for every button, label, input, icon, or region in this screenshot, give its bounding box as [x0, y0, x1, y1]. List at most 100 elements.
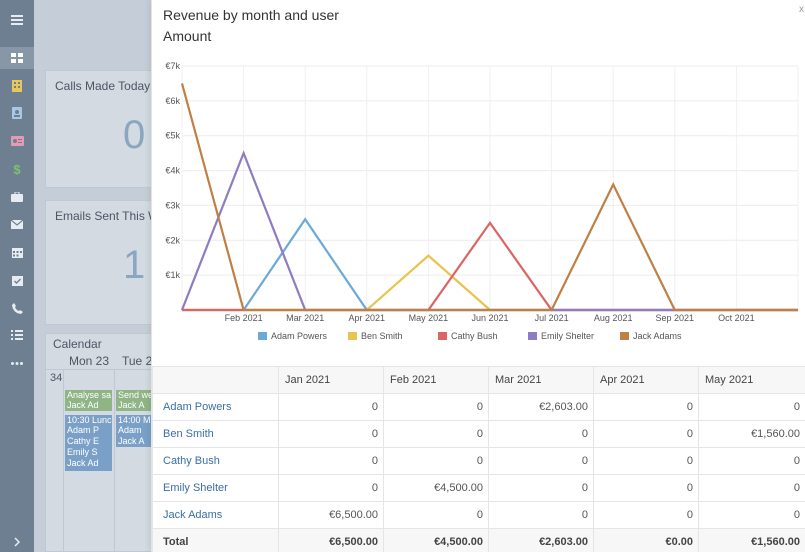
table-row: Emily Shelter 0 €4,500.00 0 0 0 — [152, 474, 805, 502]
nav-item-contact[interactable] — [0, 102, 34, 124]
legend-swatch — [348, 332, 357, 340]
calendar-event[interactable]: Send we — [116, 390, 152, 400]
modal-title: Revenue by month and user — [163, 7, 339, 23]
table-row: Jack Adams €6,500.00 0 0 0 0 — [152, 501, 805, 529]
calendar-event[interactable]: 14:00 M — [116, 415, 152, 425]
calendar-event[interactable]: Cathy E — [65, 436, 112, 447]
nav-item-calendar[interactable] — [0, 241, 34, 263]
nav-rail: $ — [0, 0, 34, 552]
emails-sent-widget: Emails Sent This W 1 — [45, 200, 165, 325]
table-header-cell: Jan 2021 — [278, 366, 384, 394]
user-name-link[interactable]: Adam Powers — [152, 393, 279, 421]
calendar-grid — [46, 369, 186, 552]
table-cell: €0.00 — [593, 528, 699, 552]
nav-item-id-card[interactable] — [0, 130, 34, 152]
table-cell: 0 — [488, 474, 594, 502]
calls-made-title: Calls Made Today — [55, 79, 151, 93]
nav-item-dollar[interactable]: $ — [0, 158, 34, 180]
calls-made-value: 0 — [123, 113, 146, 157]
legend-swatch — [258, 332, 267, 340]
emails-sent-title: Emails Sent This W — [55, 209, 160, 223]
table-header-corner — [152, 366, 279, 394]
more-icon — [11, 361, 23, 365]
nav-item-dashboard[interactable] — [0, 47, 34, 69]
y-tick-label: €1k — [165, 270, 180, 280]
calendar-event[interactable]: Analyse sa — [65, 390, 112, 400]
table-cell: €6,500.00 — [278, 501, 384, 529]
y-tick-label: €6k — [165, 96, 180, 106]
y-tick-label: €4k — [165, 166, 180, 176]
table-cell: 0 — [488, 447, 594, 475]
nav-item-briefcase[interactable] — [0, 186, 34, 208]
contact-icon — [12, 107, 22, 119]
calendar-title: Calendar — [53, 337, 102, 351]
dashboard-icon — [11, 53, 23, 63]
table-cell: 0 — [593, 393, 699, 421]
legend-swatch — [438, 332, 447, 340]
legend-label: Adam Powers — [271, 331, 328, 341]
nav-item-expand[interactable] — [0, 531, 34, 552]
y-tick-label: €3k — [165, 200, 180, 210]
legend-label: Emily Shelter — [541, 331, 594, 341]
calendar-event[interactable]: Adam P — [65, 425, 112, 436]
table-header-cell: May 2021 — [698, 366, 805, 394]
legend-label: Ben Smith — [361, 331, 403, 341]
x-tick-label: Feb 2021 — [225, 313, 263, 323]
y-tick-label: €2k — [165, 235, 180, 245]
user-name-link[interactable]: Jack Adams — [152, 501, 279, 529]
phone-icon — [11, 302, 23, 314]
x-tick-label: Sep 2021 — [656, 313, 695, 323]
user-name-link[interactable]: Emily Shelter — [152, 474, 279, 502]
calendar-col-divider — [63, 369, 64, 552]
nav-item-more[interactable] — [0, 352, 34, 374]
table-cell: €2,603.00 — [488, 393, 594, 421]
close-icon[interactable]: x — [799, 4, 804, 15]
calendar-event[interactable]: Jack Ad — [65, 400, 112, 411]
calls-made-widget: Calls Made Today 0 — [45, 70, 165, 188]
calendar-week-number: 34 — [50, 372, 63, 384]
nav-item-mail[interactable] — [0, 213, 34, 235]
calendar-event[interactable]: 10:30 Lunc — [65, 415, 112, 425]
user-name-link[interactable]: Cathy Bush — [152, 447, 279, 475]
menu-icon — [11, 15, 23, 25]
calendar-event[interactable]: Jack Ad — [65, 458, 112, 471]
calendar-check-icon — [11, 275, 23, 286]
calendar-event[interactable]: Emily S — [65, 447, 112, 458]
calendar-event[interactable]: Jack A — [116, 400, 152, 411]
mail-icon — [11, 219, 23, 229]
table-cell: 0 — [593, 501, 699, 529]
legend-label: Cathy Bush — [451, 331, 498, 341]
nav-item-calendar-check[interactable] — [0, 269, 34, 291]
table-cell: €1,560.00 — [698, 528, 805, 552]
legend-label: Jack Adams — [633, 331, 682, 341]
nav-item-menu[interactable] — [0, 9, 34, 31]
table-row: Cathy Bush 0 0 0 0 0 — [152, 447, 805, 475]
x-tick-label: May 2021 — [409, 313, 449, 323]
calendar-event[interactable]: Adam — [116, 425, 152, 436]
id-card-icon — [10, 136, 24, 146]
x-tick-label: Jun 2021 — [471, 313, 508, 323]
legend-swatch — [528, 332, 537, 340]
nav-item-phone[interactable] — [0, 297, 34, 319]
nav-item-building[interactable] — [0, 75, 34, 97]
table-cell: 0 — [593, 447, 699, 475]
table-cell: 0 — [698, 501, 805, 529]
x-tick-label: Apr 2021 — [349, 313, 386, 323]
task-list-icon — [11, 330, 23, 340]
table-cell: 0 — [278, 447, 384, 475]
table-cell: 0 — [383, 501, 489, 529]
table-cell: 0 — [278, 393, 384, 421]
nav-item-task-list[interactable] — [0, 324, 34, 346]
table-row: Adam Powers 0 0 €2,603.00 0 0 — [152, 393, 805, 421]
expand-icon — [13, 537, 21, 547]
calendar-col-divider — [114, 369, 115, 552]
x-tick-label: Mar 2021 — [286, 313, 324, 323]
user-name-link[interactable]: Ben Smith — [152, 420, 279, 448]
table-row: Ben Smith 0 0 0 0 €1,560.00 — [152, 420, 805, 448]
calendar-event[interactable]: Jack A — [116, 436, 152, 447]
x-tick-label: Jul 2021 — [535, 313, 569, 323]
revenue-report-modal: Revenue by month and user Amount x €1k €2… — [151, 0, 805, 552]
table-cell: 0 — [488, 420, 594, 448]
revenue-line-chart: €1k €2k €3k €4k €5k €6k €7k Feb 2021 Mar 2021 Apr… — [165, 61, 799, 341]
calendar-day-tue: Tue 24 — [122, 354, 159, 368]
